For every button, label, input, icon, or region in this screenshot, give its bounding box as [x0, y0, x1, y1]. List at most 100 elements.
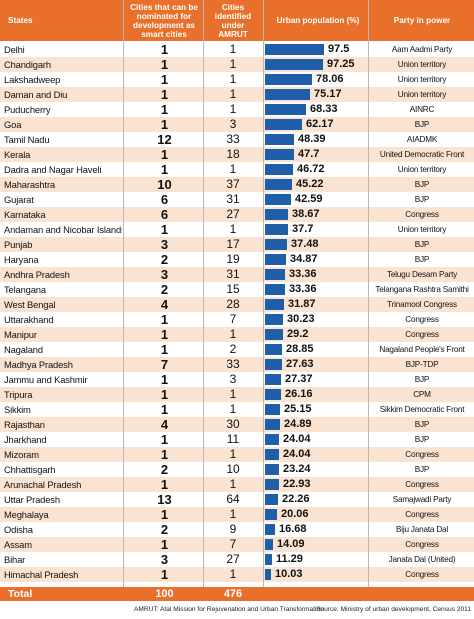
urban-population-bar — [265, 149, 294, 160]
amrut-count: 31 — [226, 267, 240, 281]
urban-population-bar — [265, 74, 312, 85]
urban-population-bar — [265, 539, 273, 550]
party-in-power: Congress — [405, 330, 439, 339]
urban-population-label: 23.24 — [283, 463, 311, 475]
amrut-count: 28 — [226, 297, 240, 311]
smart-cities-count: 6 — [160, 192, 169, 207]
party-in-power: Congress — [405, 540, 439, 549]
smart-cities-count: 1 — [160, 447, 169, 462]
smart-cities-count: 4 — [160, 417, 169, 432]
party-in-power: BJP — [414, 375, 430, 384]
table-row: Tamil Nadu 12 33 48.39 AIADMK — [0, 132, 474, 147]
smart-cities-count: 3 — [160, 552, 169, 567]
state-name: Jharkhand — [4, 434, 47, 445]
column-divider — [203, 0, 204, 601]
urban-population-label: 16.68 — [279, 523, 307, 535]
smart-cities-count: 1 — [160, 102, 169, 117]
table-header: States Cities that can be nominated for … — [0, 0, 474, 41]
amrut-count: 1 — [229, 102, 237, 116]
party-in-power: Congress — [405, 315, 439, 324]
table-row: Daman and Diu 1 1 75.17 Union territory — [0, 87, 474, 102]
urban-population-bar — [265, 134, 294, 145]
amrut-count: 7 — [229, 312, 237, 326]
footnote-source: Source: Ministry of urban development, C… — [316, 606, 471, 613]
urban-population-bar — [265, 329, 283, 340]
urban-population-label: 30.23 — [287, 313, 315, 325]
urban-population-label: 48.39 — [298, 133, 326, 145]
urban-population-label: 34.87 — [290, 253, 318, 265]
urban-population-label: 42.59 — [295, 193, 323, 205]
amrut-count: 1 — [229, 72, 237, 86]
state-name: Uttar Pradesh — [4, 494, 60, 505]
urban-population-label: 29.2 — [287, 328, 309, 340]
amrut-count: 1 — [229, 567, 237, 581]
urban-population-label: 27.37 — [285, 373, 313, 385]
party-in-power: BJP — [414, 120, 430, 129]
urban-population-bar — [265, 389, 281, 400]
table-row: Dadra and Nagar Haveli 1 1 46.72 Union terri… — [0, 162, 474, 177]
column-divider — [263, 0, 264, 601]
urban-population-label: 22.26 — [282, 493, 310, 505]
state-name: Andaman and Nicobar Islands — [4, 224, 122, 235]
urban-population-label: 33.36 — [289, 283, 317, 295]
table-row: Sikkim 1 1 25.15 Sikkim Democratic Front — [0, 402, 474, 417]
amrut-count: 1 — [229, 477, 237, 491]
amrut-count: 1 — [229, 507, 237, 521]
smart-cities-count: 1 — [160, 57, 169, 72]
urban-population-bar — [265, 464, 279, 475]
state-name: Telangana — [4, 284, 46, 295]
amrut-count: 15 — [226, 282, 240, 296]
state-name: Assam — [4, 539, 32, 550]
state-name: Karnataka — [4, 209, 46, 220]
smart-cities-count: 1 — [160, 537, 169, 552]
state-name: Andhra Pradesh — [4, 269, 70, 280]
column-divider — [368, 0, 369, 601]
party-in-power: Samajwadi Party — [392, 495, 452, 504]
amrut-count: 37 — [226, 177, 240, 191]
urban-population-bar — [265, 44, 324, 55]
table-row: Jammu and Kashmir 1 3 27.37 BJP — [0, 372, 474, 387]
state-name: Rajasthan — [4, 419, 45, 430]
smart-cities-count: 7 — [160, 357, 169, 372]
urban-population-bar — [265, 194, 291, 205]
total-smart-cities: 100 — [155, 588, 174, 600]
amrut-count: 11 — [226, 432, 240, 446]
amrut-count: 3 — [229, 372, 237, 386]
amrut-count: 10 — [226, 462, 240, 476]
table-row: Lakshadweep 1 1 78.06 Union territory — [0, 72, 474, 87]
table-row: Uttar Pradesh 13 64 22.26 Samajwadi Party — [0, 492, 474, 507]
party-in-power: Union territory — [397, 225, 447, 234]
urban-population-bar — [265, 569, 271, 580]
urban-population-label: 25.15 — [284, 403, 312, 415]
state-name: Goa — [4, 119, 22, 130]
state-name: Uttarakhand — [4, 314, 54, 325]
state-name: Maharashtra — [4, 179, 55, 190]
party-in-power: CPM — [413, 390, 431, 399]
table-row: Gujarat 6 31 42.59 BJP — [0, 192, 474, 207]
urban-population-bar — [265, 344, 282, 355]
urban-population-label: 24.89 — [284, 418, 312, 430]
header-amrut: Cities identified under AMRUT — [214, 2, 252, 39]
urban-population-label: 37.48 — [291, 238, 319, 250]
urban-population-bar — [265, 359, 282, 370]
smart-cities-count: 6 — [160, 207, 169, 222]
table-row: Haryana 2 19 34.87 BJP — [0, 252, 474, 267]
table-row: Punjab 3 17 37.48 BJP — [0, 237, 474, 252]
table-row: Telangana 2 15 33.36 Telangana Rashtra Samit… — [0, 282, 474, 297]
urban-population-label: 46.72 — [297, 163, 325, 175]
smart-cities-count: 13 — [157, 492, 172, 507]
table-row: Jharkhand 1 11 24.04 BJP — [0, 432, 474, 447]
amrut-count: 33 — [226, 132, 240, 146]
urban-population-bar — [265, 494, 278, 505]
table-row: Odisha 2 9 16.68 Biju Janata Dal — [0, 522, 474, 537]
party-in-power: Telangana Rashtra Samithi — [375, 285, 469, 294]
state-name: Nagaland — [4, 344, 43, 355]
smart-cities-count: 1 — [160, 372, 169, 387]
party-in-power: AINRC — [409, 105, 435, 114]
state-name: Tamil Nadu — [4, 134, 50, 145]
amrut-count: 7 — [229, 537, 237, 551]
state-name: Sikkim — [4, 404, 31, 415]
table-row: Meghalaya 1 1 20.06 Congress — [0, 507, 474, 522]
table-row: Chhattisgarh 2 10 23.24 BJP — [0, 462, 474, 477]
urban-population-label: 24.04 — [283, 448, 311, 460]
